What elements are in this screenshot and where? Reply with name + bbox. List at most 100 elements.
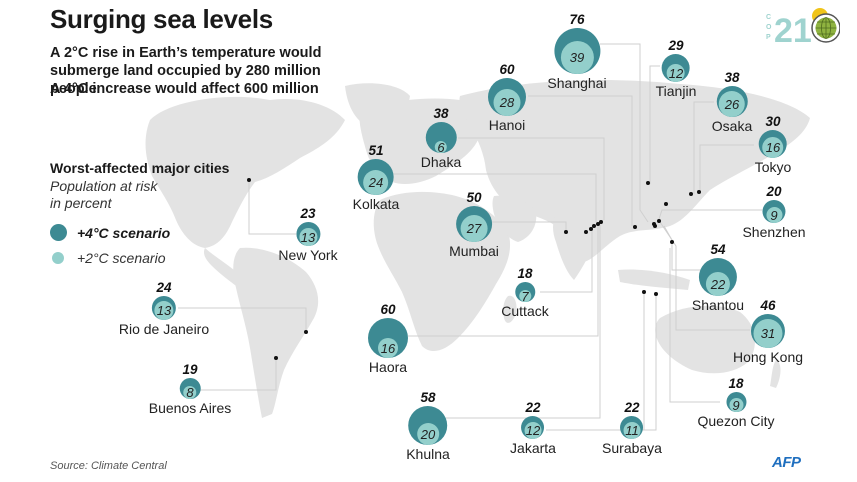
afp-logo: AFP <box>772 454 801 471</box>
city-tianjin: 29 12 Tianjin <box>656 38 697 99</box>
value-2c: 31 <box>760 326 776 341</box>
city-osaka: 38 26 Osaka <box>712 70 752 134</box>
value-2c: 27 <box>466 221 482 236</box>
page-title: Surging sea levels <box>50 4 273 34</box>
legend-swatch-2c-icon <box>52 252 64 264</box>
bubble-4c: 12 <box>661 54 690 82</box>
city-name: Mumbai <box>449 243 499 259</box>
location-dot-hong-kong <box>653 224 657 228</box>
location-dot-cuttack <box>584 230 588 234</box>
location-dot-kolkata <box>589 227 593 231</box>
subtitle-2c: A 2°C rise in Earth’s temperature would … <box>50 45 322 97</box>
bubble-2c: 8 <box>183 385 197 400</box>
bubble-4c: 22 <box>698 258 737 296</box>
bubble-2c: 12 <box>666 64 685 82</box>
city-name: Hanoi <box>488 117 526 133</box>
value-2c: 13 <box>300 229 316 245</box>
value-2c: 7 <box>521 288 529 304</box>
city-name: Rio de Janeiro <box>118 321 210 337</box>
bubble-2c: 12 <box>524 422 542 439</box>
connector-haora <box>408 222 599 337</box>
city-name: Hong Kong <box>732 349 804 365</box>
location-dot-khulna <box>599 220 603 224</box>
value-4c: 60 <box>499 62 515 77</box>
value-2c: 12 <box>668 65 684 81</box>
svg-text:P: P <box>766 34 771 41</box>
city-name: Dhaka <box>420 154 462 170</box>
bubble-4c: 9 <box>762 200 786 223</box>
value-2c: 22 <box>710 276 726 292</box>
europe-land <box>359 98 482 184</box>
value-2c: 8 <box>186 385 194 400</box>
svg-text:O: O <box>766 24 772 31</box>
city-name: Quezon City <box>697 413 775 429</box>
city-name: Khulna <box>406 446 450 462</box>
bubble-4c: 6 <box>425 122 457 155</box>
connector-quezon <box>669 248 720 403</box>
legend-label-4c: +4°C scenario <box>77 224 171 241</box>
bubble-2c: 9 <box>728 398 743 413</box>
location-dot-quezon <box>670 240 674 244</box>
city-name: Shantou <box>691 297 745 313</box>
city-name: Cuttack <box>501 303 549 319</box>
svg-text:21: 21 <box>774 12 812 50</box>
city-hanoi: 60 28 Hanoi <box>488 62 526 133</box>
madagascar-land <box>503 295 517 323</box>
city-name: Surabaya <box>602 440 662 456</box>
value-4c: 22 <box>624 400 640 415</box>
city-shenzhen: 20 9 Shenzhen <box>742 184 805 240</box>
location-dot-jakarta <box>642 290 646 294</box>
value-2c: 6 <box>437 139 445 155</box>
city-surabaya: 22 11 Surabaya <box>602 400 662 456</box>
location-dot-new-york <box>247 178 251 182</box>
value-4c: 58 <box>420 390 436 405</box>
connector-hong-kong <box>659 221 750 331</box>
value-4c: 38 <box>433 106 449 121</box>
bubble-4c: 28 <box>488 78 526 116</box>
value-4c: 20 <box>766 184 782 199</box>
cop21-logo: C O P 21 <box>760 4 841 55</box>
city-jakarta: 22 12 Jakarta <box>510 400 556 456</box>
value-2c: 26 <box>724 96 740 112</box>
bubble-2c: 13 <box>154 301 174 320</box>
subtitle-4c: A 4°C increase would affect 600 million <box>50 81 319 97</box>
location-dot-shanghai <box>664 202 668 206</box>
value-4c: 22 <box>525 400 541 415</box>
source-credit: Source: Climate Central <box>50 460 167 472</box>
value-4c: 54 <box>710 242 726 257</box>
connector-tokyo <box>699 144 754 190</box>
location-dot-tianjin <box>646 181 650 185</box>
value-2c: 13 <box>156 303 172 318</box>
bubble-2c: 28 <box>493 89 521 116</box>
bubble-4c: 39 <box>553 28 600 74</box>
value-4c: 29 <box>668 38 684 53</box>
city-name: Tianjin <box>655 83 697 99</box>
location-dot-rio <box>304 330 308 334</box>
bubble-4c: 24 <box>357 159 394 195</box>
location-dot-buenos-aires <box>274 356 278 360</box>
connector-buenos-aires <box>200 358 277 391</box>
connector-hanoi <box>528 95 633 226</box>
value-4c: 18 <box>517 266 533 281</box>
connector-cuttack <box>540 226 593 293</box>
location-dot-dhaka <box>596 222 600 226</box>
value-4c: 23 <box>300 206 316 221</box>
location-dot-tokyo <box>697 190 701 194</box>
legend-item-4c: +4°C scenario <box>50 224 170 241</box>
bubble-2c: 6 <box>435 139 447 155</box>
location-dot-hanoi <box>633 225 637 229</box>
value-4c: 50 <box>466 190 482 205</box>
south-america-land <box>233 247 319 418</box>
connector-khulna <box>446 224 601 419</box>
north-america-land <box>145 96 345 248</box>
city-cuttack: 18 7 Cuttack <box>501 266 548 319</box>
city-name: Osaka <box>711 118 753 134</box>
svg-text:C: C <box>766 14 771 21</box>
connector-kolkata <box>394 173 597 222</box>
japan-land <box>684 169 700 197</box>
city-name: Shanghai <box>547 75 607 91</box>
city-kolkata: 51 24 Kolkata <box>353 143 400 212</box>
city-name: Shenzhen <box>742 224 806 240</box>
legend-item-2c: +2°C scenario <box>50 250 165 266</box>
